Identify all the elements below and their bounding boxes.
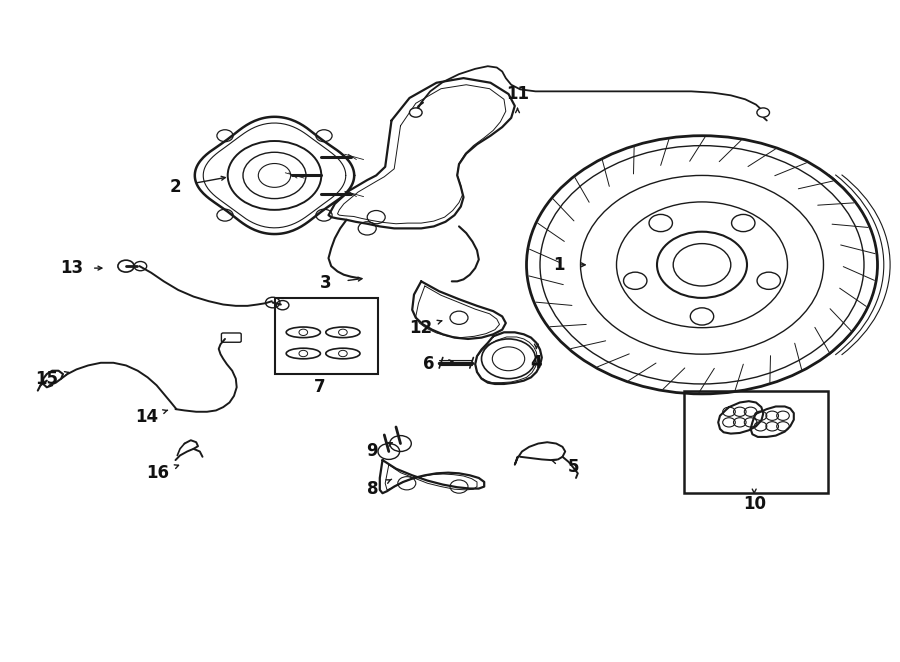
Circle shape — [757, 108, 770, 117]
Bar — [274, 298, 378, 374]
Text: 7: 7 — [314, 378, 325, 397]
Text: 13: 13 — [60, 259, 84, 277]
Text: 10: 10 — [742, 495, 766, 514]
Text: 5: 5 — [568, 457, 579, 476]
Text: 6: 6 — [423, 355, 434, 373]
Text: 16: 16 — [146, 464, 169, 483]
Text: 4: 4 — [531, 354, 542, 372]
Text: 9: 9 — [366, 442, 377, 461]
Text: 1: 1 — [554, 256, 564, 274]
Bar — [684, 391, 828, 493]
Text: 11: 11 — [506, 85, 529, 103]
Text: 12: 12 — [410, 318, 433, 337]
Text: 14: 14 — [135, 408, 158, 426]
Text: 3: 3 — [320, 274, 331, 293]
Text: 8: 8 — [367, 479, 378, 498]
Text: 2: 2 — [170, 177, 181, 196]
Circle shape — [410, 108, 422, 117]
Text: 15: 15 — [35, 369, 58, 388]
